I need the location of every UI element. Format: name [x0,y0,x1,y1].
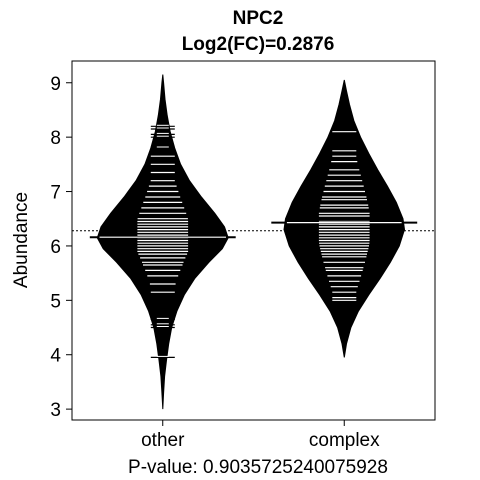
plot-frame [71,60,436,421]
beans-layer [72,74,435,410]
x-axis-label: P-value: 0.9035725240075928 [128,457,388,478]
y-tick-label: 9 [50,74,61,95]
y-tick-label: 4 [50,346,61,367]
y-tick-label: 6 [50,237,61,258]
x-axis: other complex [141,420,380,451]
y-axis: 3 4 5 6 7 8 9 [50,74,72,421]
x-tick-label-complex: complex [309,430,380,451]
chart-subtitle: Log2(FC)=0.2876 [182,34,335,55]
x-tick-label-other: other [141,430,185,451]
bean-complex [271,79,418,358]
bean-other [89,74,236,410]
y-tick-label: 7 [50,183,61,204]
y-tick-label: 3 [50,400,61,421]
bean-density-complex [283,79,406,358]
y-axis-label: Abundance [11,192,32,288]
chart-title: NPC2 [233,8,284,29]
y-tick-label: 5 [50,291,61,312]
y-tick-label: 8 [50,128,61,149]
bean-density-other [96,74,229,410]
